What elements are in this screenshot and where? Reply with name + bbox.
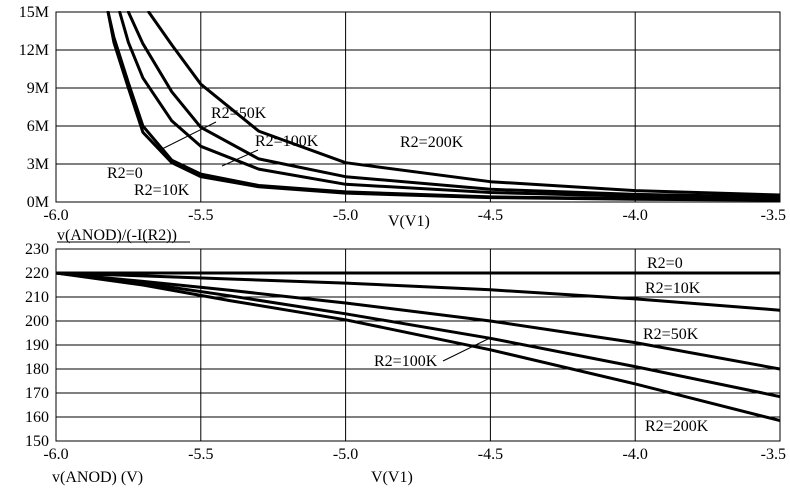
top-annotation-r2-100k: R2=100K	[255, 133, 319, 150]
bottom-y-tick-label: 180	[25, 361, 49, 378]
bottom-y-tick-label: 200	[25, 313, 49, 330]
bottom-x-tick-label: -3.5	[761, 446, 786, 463]
bottom-series-r2-200k	[56, 271, 780, 423]
top-series-r2-0	[106, 11, 780, 202]
bottom-y-ticks: 150 160 170 180 190 200 210 220 230	[25, 241, 49, 450]
bottom-annotation-r2-200k: R2=200K	[645, 418, 709, 435]
top-series-r2-100k	[126, 11, 780, 199]
top-y-tick-label: 9M	[27, 80, 49, 97]
top-y-tick-label: 15M	[19, 4, 49, 21]
bottom-x-tick-label: -5.5	[188, 446, 213, 463]
bottom-series	[56, 271, 780, 423]
top-y-tick-label: 6M	[27, 118, 49, 135]
top-series-r2-200k	[147, 11, 780, 197]
bottom-annotation-r2-10k: R2=10K	[645, 280, 701, 297]
bottom-series-r2-10k	[56, 271, 780, 312]
bottom-y-tick-label: 170	[25, 385, 49, 402]
top-plot-frame	[55, 11, 781, 203]
bottom-series-r2-50k	[56, 271, 780, 371]
top-y-tick-label: 3M	[27, 156, 49, 173]
bottom-y-tick-label: 190	[25, 337, 49, 354]
bottom-x-axis-label: V(V1)	[371, 469, 413, 486]
top-y-axis-label: v(ANOD)/(-I(R2))	[57, 227, 177, 244]
top-y-ticks: 0M 3M 6M 9M 12M 15M	[19, 4, 49, 211]
top-x-tick-label: -4.5	[478, 207, 503, 224]
bottom-series-r2-100k	[56, 271, 780, 399]
top-x-tick-label: -3.5	[761, 207, 786, 224]
top-annotation-r2-200k: R2=200K	[400, 134, 464, 151]
bottom-plot-frame	[55, 248, 781, 442]
bottom-annotation-r2-0: R2=0	[647, 255, 683, 272]
bottom-y-tick-label: 230	[25, 241, 49, 258]
bottom-x-tick-label: -5.0	[333, 446, 358, 463]
top-annotation-r2-0: R2=0	[107, 165, 143, 182]
bottom-y-tick-label: 150	[25, 433, 49, 450]
bottom-y-axis-label: v(ANOD) (V)	[52, 469, 143, 486]
top-leader-r2-100k	[221, 149, 259, 167]
top-series-r2-10k	[106, 11, 780, 202]
bottom-y-tick-label: 210	[25, 289, 49, 306]
top-y-tick-label: 12M	[19, 42, 49, 59]
bottom-x-ticks: -6.0 -5.5 -5.0 -4.5 -4.0 -3.5	[43, 446, 786, 463]
top-series	[106, 11, 780, 202]
top-x-tick-label: -6.0	[43, 207, 68, 224]
top-x-tick-label: -4.0	[623, 207, 648, 224]
top-x-ticks: -6.0 -5.5 -5.0 -4.5 -4.0 -3.5	[43, 207, 786, 224]
bottom-y-tick-label: 220	[25, 265, 49, 282]
top-annotation-r2-10k: R2=10K	[134, 182, 190, 199]
bottom-x-tick-label: -4.5	[478, 446, 503, 463]
top-x-tick-label: -5.5	[188, 207, 213, 224]
top-series-r2-50k	[118, 11, 780, 200]
bottom-x-tick-label: -6.0	[43, 446, 68, 463]
bottom-x-tick-label: -4.0	[623, 446, 648, 463]
top-y-tick-label: 0M	[27, 194, 49, 211]
top-annotation-r2-50k: R2=50K	[211, 105, 267, 122]
top-x-axis-label: V(V1)	[388, 213, 430, 230]
bottom-annotation-r2-50k: R2=50K	[643, 326, 699, 343]
top-leader-r2-50k	[159, 121, 217, 151]
bottom-leader-r2-100k	[442, 337, 491, 362]
top-x-tick-label: -5.0	[333, 207, 358, 224]
bottom-panel: 150 160 170 180 190 200 210 220 230 -6.0 -5.5 -5.0…	[25, 241, 786, 486]
bottom-annotation-r2-100k: R2=100K	[374, 353, 438, 370]
bottom-y-tick-label: 160	[25, 409, 49, 426]
